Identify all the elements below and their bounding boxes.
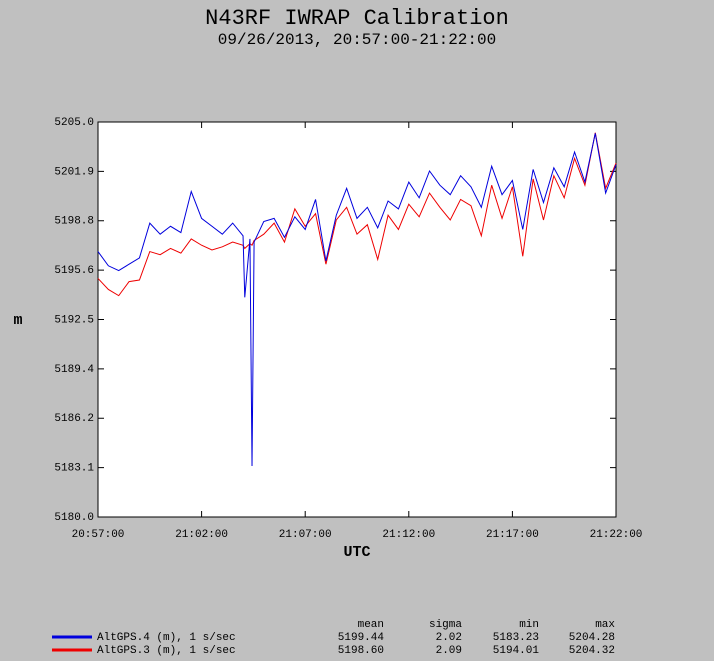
chart-title: N43RF IWRAP Calibration — [205, 6, 509, 31]
stats-value: 2.09 — [436, 645, 462, 657]
x-tick-label: 21:12:00 — [382, 529, 435, 541]
x-tick-label: 21:17:00 — [486, 529, 539, 541]
chart-subtitle: 09/26/2013, 20:57:00-21:22:00 — [218, 31, 496, 49]
series-line — [97, 132, 617, 297]
y-tick-label: 5198.8 — [54, 216, 94, 228]
stats-value: 2.02 — [436, 632, 462, 644]
y-tick-label: 5186.2 — [54, 413, 94, 425]
x-tick-label: 21:02:00 — [175, 529, 228, 541]
y-tick-label: 5180.0 — [54, 512, 94, 524]
stats-value: 5199.44 — [338, 632, 385, 644]
legend-label: AltGPS.3 (m), 1 s/sec — [97, 645, 236, 657]
y-tick-label: 5192.5 — [54, 314, 94, 326]
plot-area — [97, 121, 617, 518]
x-tick-label: 21:22:00 — [590, 529, 643, 541]
y-tick-label: 5183.1 — [54, 463, 94, 475]
series-line — [97, 133, 617, 466]
x-tick-label: 21:07:00 — [279, 529, 332, 541]
stats-value: 5204.28 — [569, 632, 615, 644]
y-tick-label: 5195.6 — [54, 265, 94, 277]
y-tick-label: 5189.4 — [54, 364, 94, 376]
x-axis-label: UTC — [343, 544, 370, 561]
stats-header: min — [519, 619, 539, 631]
y-tick-label: 5201.9 — [54, 166, 94, 178]
stats-value: 5204.32 — [569, 645, 615, 657]
legend-label: AltGPS.4 (m), 1 s/sec — [97, 632, 236, 644]
stats-header: mean — [358, 619, 384, 631]
stats-value: 5198.60 — [338, 645, 384, 657]
x-tick-label: 20:57:00 — [72, 529, 125, 541]
stats-header: max — [595, 619, 615, 631]
y-tick-label: 5205.0 — [54, 117, 94, 129]
stats-value: 5194.01 — [493, 645, 540, 657]
stats-header: sigma — [429, 619, 462, 631]
y-axis-label: m — [13, 312, 22, 329]
stats-value: 5183.23 — [493, 632, 539, 644]
